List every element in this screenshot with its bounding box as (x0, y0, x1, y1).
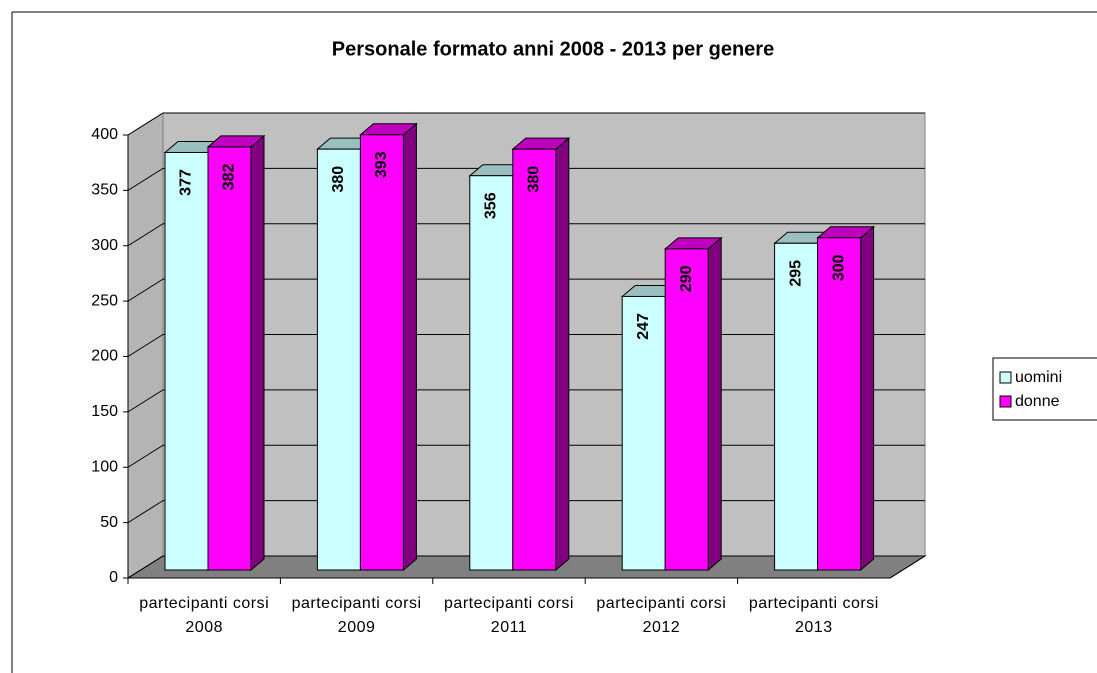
grid-line (127, 112, 164, 136)
legend-box (992, 357, 1097, 421)
data-label: 393 (373, 151, 390, 178)
x-tick-label: partecipanti corsi 2012 (596, 595, 727, 636)
x-tick-label: partecipanti corsi 2008 (139, 595, 270, 636)
y-tick-label: 150 (91, 403, 118, 420)
bar (469, 175, 514, 571)
bar (359, 134, 404, 571)
x-tick-label: partecipanti corsi 2013 (748, 595, 879, 636)
bar (664, 248, 709, 571)
bar (817, 237, 862, 571)
y-tick-label: 200 (91, 348, 118, 365)
legend-label: uomini (1015, 369, 1062, 386)
bar (774, 242, 819, 571)
bar-side (250, 134, 265, 572)
y-tick-label: 350 (91, 182, 118, 199)
y-tick-label: 250 (91, 292, 118, 309)
grid-line (127, 555, 164, 579)
grid-line (127, 278, 164, 302)
data-label: 380 (526, 166, 543, 193)
data-label: 380 (330, 166, 347, 193)
grid-line (127, 444, 164, 468)
legend-swatch (999, 371, 1012, 384)
x-tick-label: partecipanti corsi 2009 (291, 595, 422, 636)
y-tick-label: 0 (109, 569, 118, 586)
legend-label: donne (1015, 393, 1060, 410)
data-label: 382 (221, 163, 238, 190)
data-label: 377 (178, 169, 195, 196)
grid-line (127, 389, 164, 413)
bar (316, 148, 361, 571)
y-tick-label: 300 (91, 237, 118, 254)
bar (207, 146, 252, 571)
data-label: 290 (678, 265, 695, 292)
grid-line (127, 223, 164, 247)
x-tick-label: partecipanti corsi 2011 (444, 595, 574, 636)
grid-line (127, 334, 164, 357)
bar-side (402, 122, 417, 572)
bar (512, 148, 557, 571)
data-label: 300 (830, 254, 847, 281)
bar-side (555, 137, 570, 572)
y-tick-label: 100 (91, 458, 118, 475)
grid-line (127, 500, 164, 524)
y-tick-label: 400 (91, 126, 118, 143)
x-axis (889, 555, 926, 579)
bar-side (860, 225, 875, 572)
data-label: 356 (483, 192, 500, 219)
bar (164, 151, 209, 571)
y-tick-label: 50 (100, 514, 118, 531)
chart-title: Personale formato anni 2008 - 2013 per g… (332, 38, 774, 60)
data-label: 247 (635, 313, 652, 340)
bar-side (707, 236, 722, 572)
grid-line (127, 167, 164, 191)
legend-swatch (999, 395, 1012, 408)
data-label: 295 (787, 260, 804, 287)
